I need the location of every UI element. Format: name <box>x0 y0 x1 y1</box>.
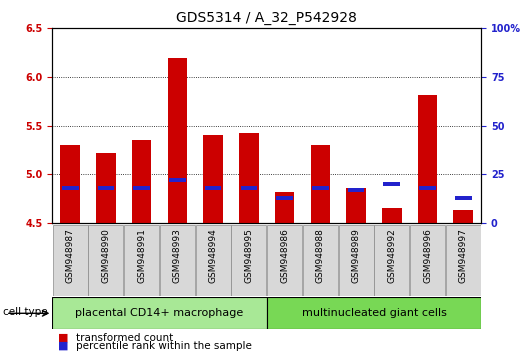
Bar <box>383 182 400 186</box>
Text: GSM948994: GSM948994 <box>209 228 218 283</box>
Text: GSM948997: GSM948997 <box>459 228 468 283</box>
Bar <box>239 133 259 223</box>
Bar <box>241 186 257 190</box>
Text: GSM948990: GSM948990 <box>101 228 110 283</box>
Bar <box>312 186 328 190</box>
Bar <box>455 195 472 200</box>
FancyBboxPatch shape <box>338 225 373 296</box>
Title: GDS5314 / A_32_P542928: GDS5314 / A_32_P542928 <box>176 11 357 24</box>
Bar <box>276 195 293 200</box>
Bar <box>346 188 366 223</box>
Bar <box>203 135 223 223</box>
Bar <box>133 186 150 190</box>
Bar <box>418 95 437 223</box>
Bar <box>205 186 221 190</box>
Text: GSM948991: GSM948991 <box>137 228 146 283</box>
FancyBboxPatch shape <box>374 225 410 296</box>
Text: GSM948996: GSM948996 <box>423 228 432 283</box>
Bar <box>132 140 152 223</box>
Text: placental CD14+ macrophage: placental CD14+ macrophage <box>75 308 244 318</box>
Text: GSM948992: GSM948992 <box>388 228 396 283</box>
FancyBboxPatch shape <box>52 297 267 329</box>
Text: percentile rank within the sample: percentile rank within the sample <box>76 341 252 351</box>
Bar <box>419 186 436 190</box>
Bar <box>96 153 116 223</box>
FancyBboxPatch shape <box>303 225 338 296</box>
Text: GSM948986: GSM948986 <box>280 228 289 283</box>
Bar <box>275 192 294 223</box>
FancyBboxPatch shape <box>446 225 481 296</box>
FancyBboxPatch shape <box>410 225 445 296</box>
FancyBboxPatch shape <box>88 225 123 296</box>
Bar <box>453 210 473 223</box>
Text: GSM948995: GSM948995 <box>244 228 253 283</box>
Text: GSM948993: GSM948993 <box>173 228 182 283</box>
Bar <box>98 186 114 190</box>
Bar <box>348 188 365 192</box>
FancyBboxPatch shape <box>160 225 195 296</box>
Text: transformed count: transformed count <box>76 333 173 343</box>
FancyBboxPatch shape <box>124 225 159 296</box>
Text: multinucleated giant cells: multinucleated giant cells <box>301 308 447 318</box>
FancyBboxPatch shape <box>267 225 302 296</box>
Text: GSM948988: GSM948988 <box>316 228 325 283</box>
Text: ■: ■ <box>58 333 68 343</box>
FancyBboxPatch shape <box>53 225 88 296</box>
FancyBboxPatch shape <box>267 297 481 329</box>
Bar <box>62 186 78 190</box>
Text: ■: ■ <box>58 341 68 351</box>
FancyBboxPatch shape <box>231 225 266 296</box>
Text: GSM948989: GSM948989 <box>351 228 360 283</box>
Text: GSM948987: GSM948987 <box>66 228 75 283</box>
FancyBboxPatch shape <box>196 225 231 296</box>
Bar <box>169 178 186 182</box>
Bar <box>60 145 80 223</box>
Bar <box>382 209 402 223</box>
Bar <box>311 145 330 223</box>
Text: cell type: cell type <box>3 307 47 318</box>
Bar <box>167 57 187 223</box>
